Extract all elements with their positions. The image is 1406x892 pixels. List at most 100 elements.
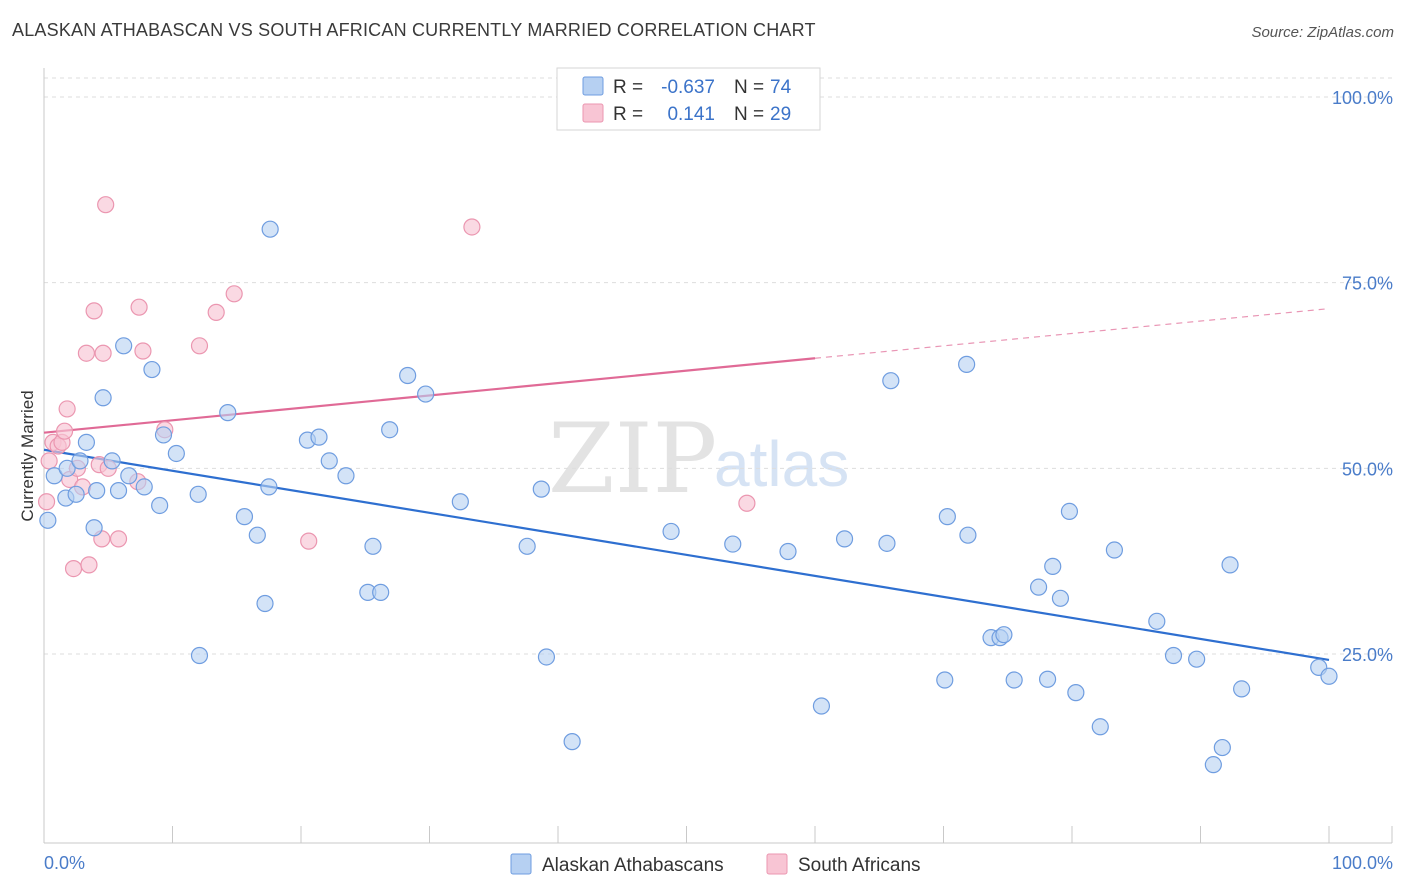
south-africans-point [738,494,756,512]
alaskan-athabascans-point [190,646,209,665]
alaskan-athabascans-points [39,220,1338,774]
legend-r-value-1: 0.141 [667,104,715,125]
alaskan-athabascans-point [320,452,338,470]
alaskan-athabascans-point [77,433,96,451]
alaskan-athabascans-point [724,535,742,553]
y-tick-label-75: 75.0% [1342,274,1393,294]
alaskan-athabascans-point [310,428,328,446]
alaskan-athabascans-point [337,467,355,485]
series-legend: Alaskan Athabascans South Africans [510,853,921,876]
alaskan-athabascans-point [71,452,89,470]
alaskan-athabascans-point [154,426,173,444]
trend-line-alaskan-athabascans [43,448,1330,662]
alaskan-athabascans-point [135,478,153,496]
alaskan-athabascans-point [532,480,550,498]
legend-r-label-1: R = [613,104,643,125]
alaskan-athabascans-point [451,493,469,511]
alaskan-athabascans-point [58,459,76,477]
alaskan-athabascans-point [812,697,831,715]
y-tick-label-25: 25.0% [1342,645,1393,665]
alaskan-athabascans-point [1213,738,1231,757]
x-ticks [43,826,1393,843]
alaskan-athabascans-point [120,467,138,485]
legend-r-label-0: R = [613,77,643,98]
alaskan-athabascans-point [167,444,185,463]
alaskan-athabascans-point [67,485,85,503]
alaskan-athabascans-point [45,467,63,485]
y-tick-label-100: 100.0% [1332,88,1393,108]
south-africans-point [58,400,76,418]
alaskan-athabascans-point [115,337,133,355]
alaskan-athabascans-point [1051,589,1070,607]
watermark: ZIP atlas [548,403,849,515]
alaskan-athabascans-point [1091,718,1109,736]
alaskan-athabascans-point [1204,756,1222,774]
alaskan-athabascans-point [1164,646,1183,665]
trend-line-south-africans-projection [814,308,1330,359]
y-tick-labels: 25.0% 50.0% 75.0% 100.0% [1332,88,1393,665]
bottom-legend-label-1: South Africans [798,855,921,876]
south-africans-points [37,196,756,578]
alaskan-athabascans-point [399,366,417,385]
alaskan-athabascans-point [1005,671,1023,689]
alaskan-athabascans-point [936,671,954,689]
chart-title: ALASKAN ATHABASCAN VS SOUTH AFRICAN CURR… [12,20,816,40]
south-africans-point [37,493,56,511]
alaskan-athabascans-point [39,511,57,529]
bottom-legend-swatch-pink [766,853,788,875]
alaskan-athabascans-point [364,537,382,555]
alaskan-athabascans-point [518,537,536,555]
alaskan-athabascans-point [189,485,207,503]
y-axis-title: Currently Married [18,390,37,521]
alaskan-athabascans-point [381,421,399,439]
alaskan-athabascans-point [995,626,1013,644]
alaskan-athabascans-point [563,733,581,751]
legend-r-value-0: -0.637 [661,77,715,98]
x-tick-label-min: 0.0% [44,853,85,873]
south-africans-point [130,298,148,316]
alaskan-athabascans-point [779,542,797,561]
alaskan-athabascans-point [256,594,274,613]
alaskan-athabascans-point [938,508,956,526]
legend-swatch-blue [582,76,604,96]
x-tick-label-max: 100.0% [1332,853,1393,873]
alaskan-athabascans-point [1067,684,1085,702]
correlation-legend: R = -0.637 N = 74 R = 0.141 N = 29 [556,67,821,131]
south-africans-point [300,532,318,550]
alaskan-athabascans-point [261,220,279,238]
alaskan-athabascans-point [151,496,169,515]
legend-n-label-1: N = [734,104,764,125]
alaskan-athabascans-point [143,360,161,379]
south-africans-point [463,218,481,236]
alaskan-athabascans-point [882,372,900,390]
bottom-legend-label-0: Alaskan Athabascans [542,855,724,876]
south-africans-point [97,196,115,214]
alaskan-athabascans-point [835,530,854,548]
alaskan-athabascans-point [662,522,680,541]
south-africans-point [190,337,209,355]
y-tick-label-50: 50.0% [1342,459,1393,479]
south-africans-point [134,342,152,360]
south-africans-point [225,285,243,303]
bottom-legend-swatch-blue [510,853,532,875]
alaskan-athabascans-point [85,519,103,537]
south-africans-point [207,303,225,321]
alaskan-athabascans-point [958,355,976,373]
grid-lines [44,77,1392,655]
alaskan-athabascans-point [94,389,112,407]
south-africans-point [40,452,58,470]
alaskan-athabascans-point [235,508,254,526]
alaskan-athabascans-point [372,583,390,601]
south-africans-point [85,302,103,320]
south-africans-point [77,344,96,362]
alaskan-athabascans-point [88,482,106,500]
alaskan-athabascans-point [1029,578,1048,596]
alaskan-athabascans-point [109,482,128,500]
alaskan-athabascans-point [1038,670,1057,688]
south-africans-point [80,556,98,574]
alaskan-athabascans-point [1105,541,1124,559]
alaskan-athabascans-point [1320,667,1338,685]
alaskan-athabascans-point [537,648,556,666]
watermark-atlas: atlas [714,428,849,500]
